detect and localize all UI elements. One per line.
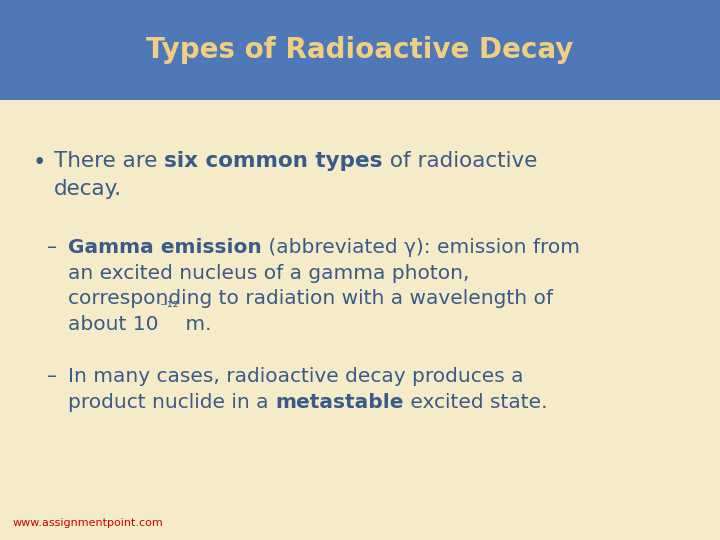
Text: corresponding to radiation with a wavelength of: corresponding to radiation with a wavele… <box>68 289 554 308</box>
Text: of radioactive: of radioactive <box>383 151 537 171</box>
Text: m.: m. <box>179 315 211 334</box>
Bar <box>0 100 720 540</box>
Text: about 10: about 10 <box>68 315 159 334</box>
Text: an excited nucleus of a gamma photon,: an excited nucleus of a gamma photon, <box>68 264 470 282</box>
Text: –: – <box>47 238 57 256</box>
Text: decay.: decay. <box>54 179 122 199</box>
Text: Gamma emission: Gamma emission <box>68 238 262 256</box>
Text: product nuclide in a: product nuclide in a <box>68 393 275 412</box>
Text: metastable: metastable <box>275 393 404 412</box>
Text: (abbreviated γ): emission from: (abbreviated γ): emission from <box>262 238 580 256</box>
Text: www.assignmentpoint.com: www.assignmentpoint.com <box>13 518 163 528</box>
Bar <box>0 0 720 100</box>
Text: ⁻¹²: ⁻¹² <box>159 300 179 315</box>
Text: •: • <box>32 151 46 174</box>
Text: There are: There are <box>54 151 164 171</box>
Text: In many cases, radioactive decay produces a: In many cases, radioactive decay produce… <box>68 367 524 386</box>
Text: Types of Radioactive Decay: Types of Radioactive Decay <box>146 36 574 64</box>
Text: excited state.: excited state. <box>404 393 547 412</box>
Text: six common types: six common types <box>164 151 383 171</box>
Text: –: – <box>47 367 57 386</box>
